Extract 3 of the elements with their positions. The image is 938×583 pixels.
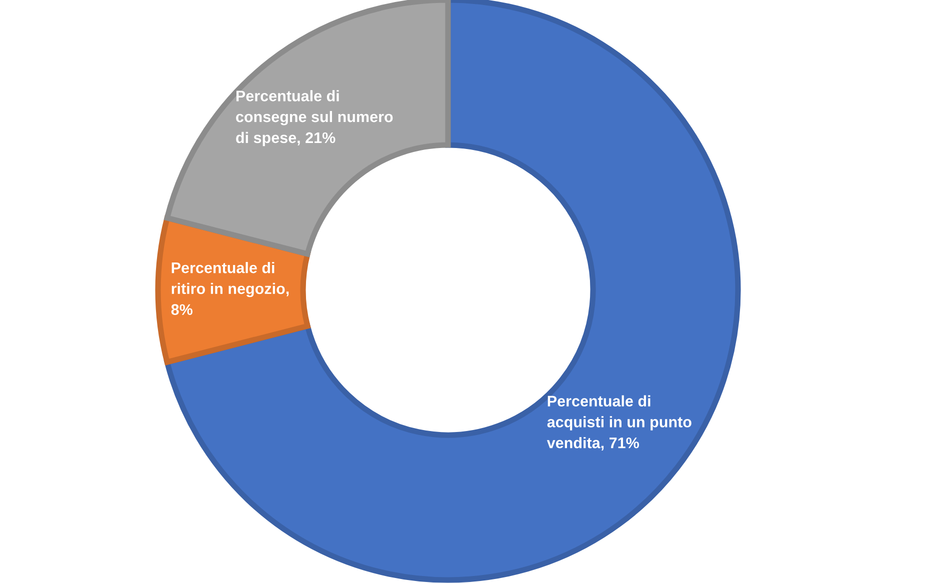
- slice-label: Percentuale di consegne sul numero di spese, 21%: [236, 90, 393, 146]
- slice-label: Percentuale di acquisti in un punto vendita, 71%: [546, 395, 692, 451]
- slice-label: Percentuale di ritiro in negozio, 8%: [171, 262, 289, 315]
